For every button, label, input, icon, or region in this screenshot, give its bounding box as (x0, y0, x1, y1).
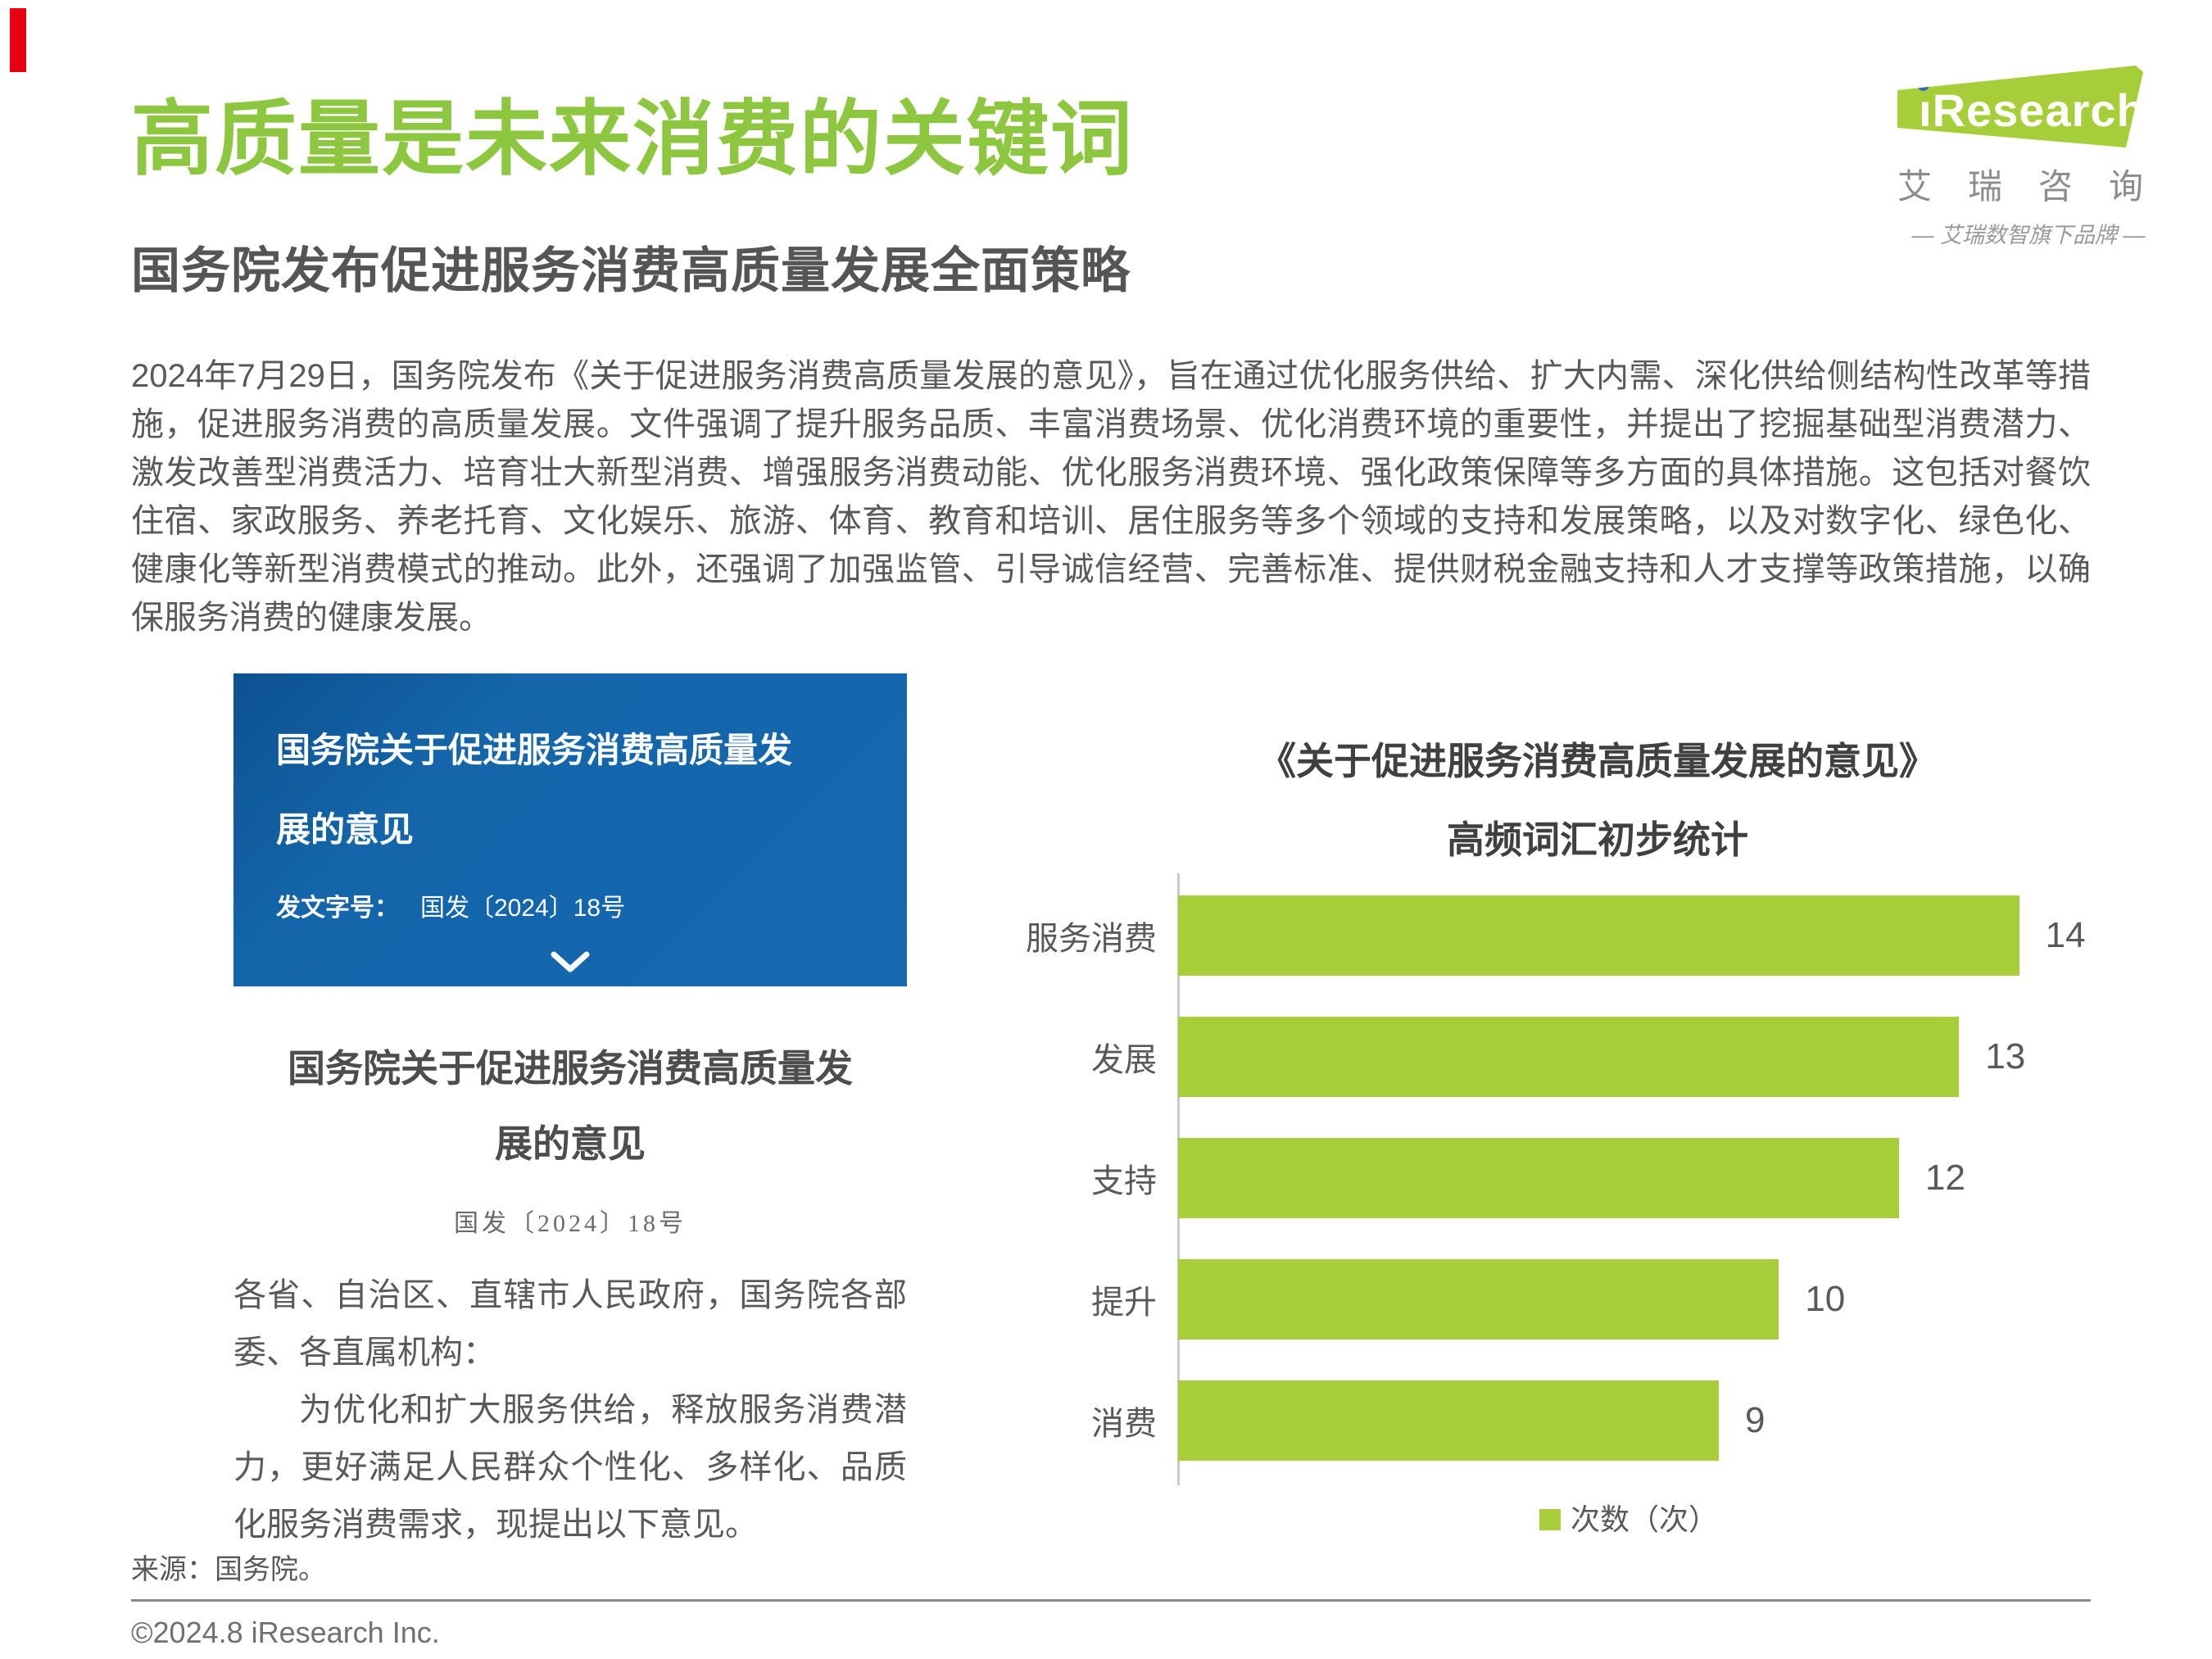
bar (1178, 895, 2019, 976)
logo-chinese-char: 询 (2108, 167, 2143, 206)
category-label: 提升 (1091, 1285, 1157, 1321)
page-subtitle: 国务院发布促进服务消费高质量发展全面策略 (131, 243, 1131, 298)
logo-chinese-name: 艾瑞咨询 (1897, 159, 2143, 209)
card-docno: 发文字号： 国发〔2024〕18号 (276, 887, 864, 923)
bar-track: 9 (1178, 1380, 2079, 1461)
value-label: 9 (1745, 1400, 1766, 1440)
bar (1178, 1259, 1779, 1339)
document-paragraph-1: 各省、自治区、直辖市人民政府，国务院各部委、各直属机构： (233, 1277, 907, 1371)
page-title: 高质量是未来消费的关键词 (131, 93, 1134, 185)
chart-title: 《关于促进服务消费高质量发展的意见》 高频词汇初步统计 (1090, 723, 2105, 879)
value-label: 12 (1925, 1158, 1965, 1198)
document-number: 国发〔2024〕18号 (454, 1210, 687, 1237)
value-label: 10 (1805, 1279, 1846, 1319)
chevron-down-icon (551, 951, 590, 972)
chart-legend: 次数（次） (1178, 1496, 2079, 1539)
copyright: ©2024.8 iResearch Inc. (131, 1616, 440, 1649)
logo-i-dot-icon (1917, 79, 1929, 91)
iresearch-logo-flag: ıResearch (1897, 66, 2143, 147)
chart-title-line1: 《关于促进服务消费高质量发展的意见》 (1258, 740, 1937, 782)
footer-divider (131, 1599, 2091, 1602)
logo-letter-i: ı (1919, 84, 1933, 136)
legend-label: 次数（次） (1570, 1503, 1718, 1536)
card-docno-label: 发文字号： (276, 895, 399, 922)
bar-track: 14 (1178, 895, 2086, 976)
bar-track: 13 (1178, 1017, 2079, 1097)
category-label: 服务消费 (1026, 921, 1157, 957)
category-label: 发展 (1091, 1042, 1157, 1078)
bar-track: 10 (1178, 1259, 2079, 1339)
category-label: 支持 (1091, 1163, 1157, 1199)
chart-rows: 服务消费 14 发展 13 支持 12 提升 10 消费 9 (996, 875, 2086, 1481)
document-paragraph-2: 为优化和扩大服务供给，释放服务消费潜力，更好满足人民群众个性化、多样化、品质化服… (233, 1392, 907, 1543)
logo-chinese-char: 艾 (1897, 167, 1933, 206)
bar (1178, 1017, 1960, 1097)
logo-chinese-char: 咨 (2037, 167, 2073, 206)
logo-tagline: — 艾瑞数智旗下品牌 — (1911, 223, 2146, 247)
bar (1178, 1138, 1899, 1218)
policy-card: 国务院关于促进服务消费高质量发展的意见 发文字号： 国发〔2024〕18号 (233, 673, 907, 986)
logo-wordmark: ıResearch (1919, 84, 2146, 137)
corner-accent-bar (10, 8, 26, 72)
card-title: 国务院关于促进服务消费高质量发展的意见 (276, 731, 793, 849)
chart-bar-row: 消费 9 (996, 1360, 2086, 1481)
value-label: 13 (1985, 1036, 2026, 1077)
bar-track: 12 (1178, 1138, 2079, 1218)
logo-wordmark-rest: Research (1932, 84, 2146, 136)
value-label: 14 (2045, 915, 2086, 955)
bar (1178, 1380, 1719, 1461)
chart-bar-row: 支持 12 (996, 1117, 2086, 1239)
card-docno-value: 国发〔2024〕18号 (420, 895, 626, 922)
chart-title-line2: 高频词汇初步统计 (1447, 818, 1748, 861)
logo-chinese-char: 瑞 (1967, 167, 2002, 206)
document-title: 国务院关于促进服务消费高质量发展的意见 (288, 1047, 853, 1165)
iresearch-logo: ıResearch 艾瑞咨询 — 艾瑞数智旗下品牌 — (1897, 66, 2160, 249)
source-note: 来源：国务院。 (131, 1554, 326, 1585)
intro-paragraph: 2024年7月29日，国务院发布《关于促进服务消费高质量发展的意见》，旨在通过优… (131, 358, 2091, 636)
chart-bar-row: 发展 13 (996, 996, 2086, 1117)
document-excerpt: 国务院关于促进服务消费高质量发展的意见 国发〔2024〕18号 各省、自治区、直… (233, 1031, 907, 1553)
category-label: 消费 (1091, 1406, 1157, 1442)
chart-bar-row: 提升 10 (996, 1239, 2086, 1360)
legend-swatch (1539, 1509, 1561, 1530)
chart-bar-row: 服务消费 14 (996, 875, 2086, 996)
